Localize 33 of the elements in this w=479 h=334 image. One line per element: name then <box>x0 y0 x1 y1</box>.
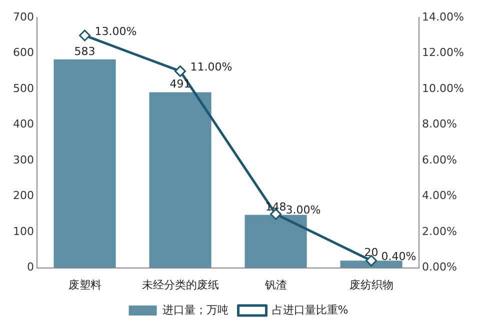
data-label: 20 <box>364 246 378 260</box>
y-tick-label: 0 <box>26 260 34 274</box>
data-label: 11.00% <box>190 60 232 74</box>
legend-label: 占进口量比重% <box>272 303 348 316</box>
point <box>174 65 186 77</box>
y-tick-label: 600 <box>12 46 34 60</box>
data-label: 13.00% <box>94 24 137 38</box>
y-tick-label: 200 <box>12 189 34 202</box>
y2-tick-label: 14.00% <box>422 10 464 24</box>
y2-tick-label: 6.00% <box>422 153 458 166</box>
x-tick-label: 钒渣 <box>264 278 287 292</box>
bar <box>54 59 116 268</box>
bar <box>244 214 307 268</box>
x-tick-label: 废纺织物 <box>349 278 394 292</box>
data-label: 583 <box>74 44 96 58</box>
y-tick-label: 500 <box>12 82 34 95</box>
y2-tick-label: 0.00% <box>422 260 458 274</box>
y2-tick-label: 12.00% <box>422 46 464 60</box>
bar <box>149 92 212 268</box>
point <box>79 30 91 42</box>
y2-tick-label: 8.00% <box>422 118 458 131</box>
y-tick-label: 700 <box>12 10 34 24</box>
legend-label: 进口量；万吨 <box>162 303 228 316</box>
y2-tick-label: 4.00% <box>422 189 458 202</box>
x-tick-label: 未经分类的废纸 <box>142 278 219 292</box>
data-label: 0.40% <box>381 250 416 264</box>
y2-tick-label: 2.00% <box>422 224 458 238</box>
data-label: 3.00% <box>286 204 321 217</box>
y-tick-label: 300 <box>12 153 34 166</box>
y2-tick-label: 10.00% <box>422 82 464 95</box>
x-tick-label: 废塑料 <box>68 278 102 292</box>
y-tick-label: 400 <box>12 118 34 131</box>
y-tick-label: 100 <box>12 224 34 238</box>
